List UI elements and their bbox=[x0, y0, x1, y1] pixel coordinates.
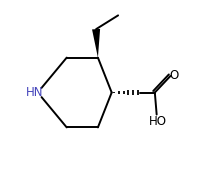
Text: O: O bbox=[169, 69, 178, 82]
Text: HO: HO bbox=[148, 115, 166, 128]
Text: HN: HN bbox=[26, 86, 43, 99]
Polygon shape bbox=[92, 29, 100, 58]
